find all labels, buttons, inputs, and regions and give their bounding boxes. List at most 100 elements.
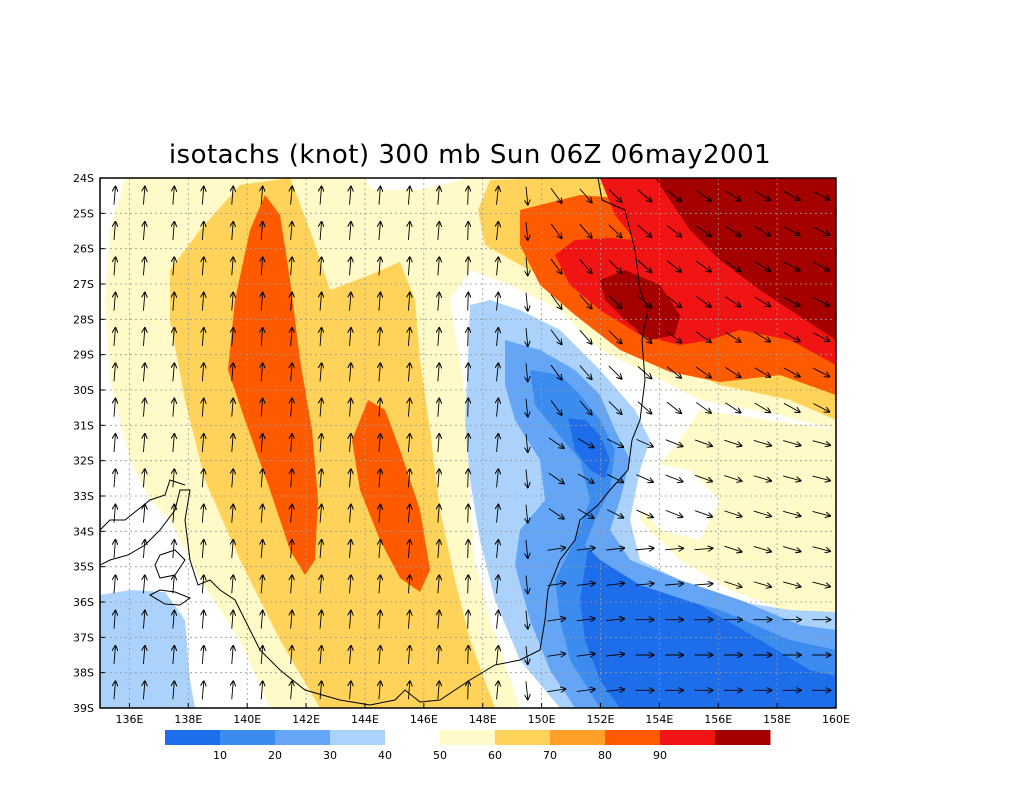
wind-vector-arrow <box>694 510 712 517</box>
wind-vector-arrow <box>725 261 740 271</box>
wind-vector-arrow <box>694 584 713 585</box>
colorbar-label: 60 <box>488 749 502 762</box>
wind-vector-arrow <box>173 540 174 559</box>
wind-vector-arrow <box>143 293 144 311</box>
wind-vector-arrow <box>438 540 439 559</box>
wind-vector-arrow <box>320 611 321 629</box>
wind-vector-arrow <box>497 399 499 417</box>
wind-vector-arrow <box>606 619 624 621</box>
wind-vector-arrow <box>665 548 683 550</box>
wind-vector-arrow <box>261 540 262 559</box>
wind-vector-arrow <box>114 363 115 382</box>
wind-vector-arrow <box>468 399 469 417</box>
wind-vector-arrow <box>408 293 409 311</box>
wind-vector-arrow <box>438 469 439 488</box>
wind-vector-arrow <box>695 402 711 412</box>
wind-vector-arrow <box>666 295 681 307</box>
wind-vector-arrow <box>379 505 380 523</box>
colorbar-label: 30 <box>323 749 337 762</box>
wind-vector-arrow <box>606 689 624 691</box>
wind-vector-arrow <box>438 646 439 665</box>
wind-vector-arrow <box>114 646 115 665</box>
wind-vector-arrow <box>291 222 292 241</box>
wind-vector-arrow <box>695 331 711 342</box>
wind-vector-arrow <box>408 469 409 488</box>
wind-vector-arrow <box>320 222 321 241</box>
lon-label: 142E <box>292 713 320 726</box>
wind-vector-arrow <box>783 402 800 412</box>
wind-vector-arrow <box>783 475 800 481</box>
contour-40-50-south <box>635 460 720 540</box>
wind-vector-arrow <box>143 575 144 594</box>
wind-vector-arrow <box>608 294 622 308</box>
wind-vector-arrow <box>468 222 469 241</box>
wind-vector-arrow <box>606 473 623 482</box>
wind-vector-arrow <box>202 646 203 665</box>
wind-vector-arrow <box>232 646 233 665</box>
contour-0-10-south <box>580 548 836 708</box>
wind-vector-arrow <box>497 328 499 347</box>
wind-vector-arrow <box>261 575 262 594</box>
colorbar-swatch <box>660 730 716 745</box>
wind-vector-arrow <box>637 295 651 308</box>
wind-vector-arrow <box>261 434 262 453</box>
wind-vector-arrow <box>577 508 594 518</box>
wind-vector-arrow <box>725 190 740 201</box>
colorbar-labels: 10 20 30 40 50 60 70 80 90 <box>213 749 667 762</box>
wind-vector-arrow <box>320 328 321 347</box>
wind-vector-arrow <box>261 469 262 488</box>
wind-vector-arrow <box>666 401 681 413</box>
wind-vector-arrow <box>576 548 595 550</box>
wind-vector-arrow <box>143 187 144 205</box>
wind-vector-arrow <box>261 187 262 205</box>
wind-vector-arrow <box>783 440 800 446</box>
colorbar-swatch <box>385 730 441 745</box>
wind-vector-arrow <box>497 434 499 453</box>
colorbar-swatch <box>605 730 661 745</box>
wind-vector-arrow <box>320 399 321 417</box>
wind-vector-arrow <box>526 681 528 699</box>
wind-vector-arrow <box>114 469 115 488</box>
wind-vector-arrow <box>143 363 144 382</box>
wind-vector-arrow <box>579 400 592 415</box>
wind-vector-arrow <box>379 257 380 276</box>
wind-vector-arrow <box>576 619 595 621</box>
wind-vector-arrow <box>261 257 262 276</box>
map-gridlines <box>100 178 836 708</box>
wind-vector-arrow <box>637 260 651 272</box>
wind-vector-arrow <box>438 328 439 347</box>
lon-label: 136E <box>115 713 143 726</box>
latitude-labels: 24S 25S 26S 27S 28S 29S 30S 31S 32S 33S 34S 35S 36S 3… <box>73 172 94 715</box>
wind-vector-arrow <box>408 575 409 594</box>
wind-vector-arrow <box>783 546 800 552</box>
wind-vector-arrow <box>320 575 321 594</box>
wind-vector-arrow <box>783 190 800 200</box>
longitude-labels: 136E 138E 140E 142E 144E 146E 148E 150E 152E 154E… <box>115 713 850 726</box>
wind-vector-arrow <box>468 187 469 205</box>
wind-vector-arrow <box>379 575 380 594</box>
wind-vector-arrow <box>143 257 144 276</box>
lat-label: 38S <box>73 667 94 680</box>
wind-vector-arrow <box>291 505 292 523</box>
wind-vector-arrow <box>812 546 830 552</box>
wind-vector-arrow <box>579 223 592 238</box>
wind-vector-arrow <box>173 434 174 453</box>
colorbar-label: 20 <box>268 749 282 762</box>
wind-vector-arrow <box>350 187 351 205</box>
wind-vector-arrow <box>468 646 469 665</box>
wind-vector-arrow <box>724 475 741 482</box>
wind-vector-arrow <box>666 366 681 378</box>
wind-vector-arrow <box>320 540 321 559</box>
wind-vector-arrow <box>783 510 800 516</box>
wind-vector-arrow <box>232 540 233 559</box>
wind-vector-arrow <box>379 434 380 453</box>
wind-vector-arrow <box>173 187 174 205</box>
wind-vector-arrow <box>291 681 292 700</box>
wind-vector-arrow <box>232 434 233 453</box>
wind-vector-arrow <box>497 257 499 276</box>
colorbar-swatch <box>220 730 276 745</box>
axis-ticks <box>100 177 837 709</box>
wind-vector-arrow <box>114 681 115 700</box>
wind-vector-arrow <box>114 611 115 629</box>
